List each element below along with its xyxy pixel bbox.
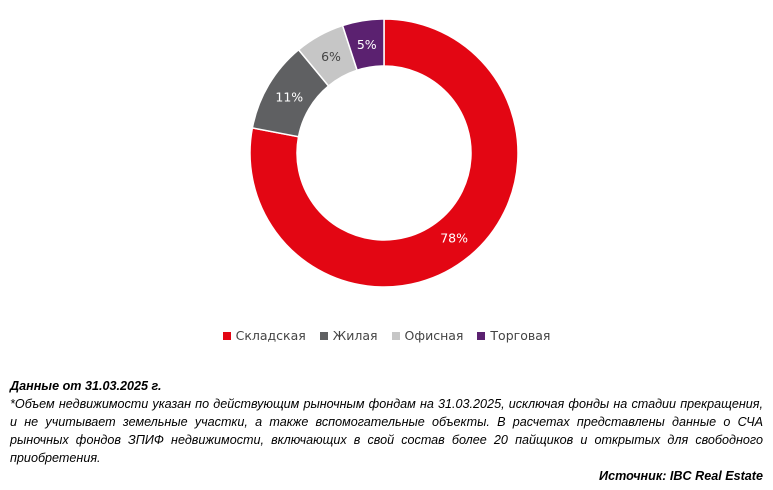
legend-swatch	[477, 331, 486, 340]
data-date: Данные от 31.03.2025 г.	[10, 379, 162, 393]
legend-swatch	[222, 331, 231, 340]
legend-label: Складская	[235, 328, 306, 343]
legend-swatch	[391, 331, 400, 340]
source-credit: Источник: IBC Real Estate	[599, 469, 763, 483]
legend-label: Офисная	[404, 328, 464, 343]
data-label: 11%	[275, 90, 303, 105]
slice-warehouse	[249, 18, 519, 288]
chart-legend: Складская Жилая Офисная Торговая	[0, 328, 773, 343]
donut-chart: 78% 11% 6% 5%	[249, 18, 519, 288]
data-label: 5%	[357, 37, 377, 52]
data-label: 6%	[321, 49, 341, 64]
chart-footnote: Данные от 31.03.2025 г. *Объем недвижимо…	[10, 377, 763, 485]
legend-item-residential: Жилая	[319, 328, 378, 343]
legend-item-office: Офисная	[391, 328, 464, 343]
slice-retail	[341, 18, 385, 72]
legend-item-warehouse: Складская	[222, 328, 306, 343]
data-label: 78%	[440, 230, 468, 245]
methodology-note: *Объем недвижимости указан по действующи…	[10, 397, 763, 465]
legend-label: Торговая	[490, 328, 551, 343]
legend-swatch	[319, 331, 328, 340]
legend-label: Жилая	[332, 328, 378, 343]
legend-item-retail: Торговая	[477, 328, 550, 343]
